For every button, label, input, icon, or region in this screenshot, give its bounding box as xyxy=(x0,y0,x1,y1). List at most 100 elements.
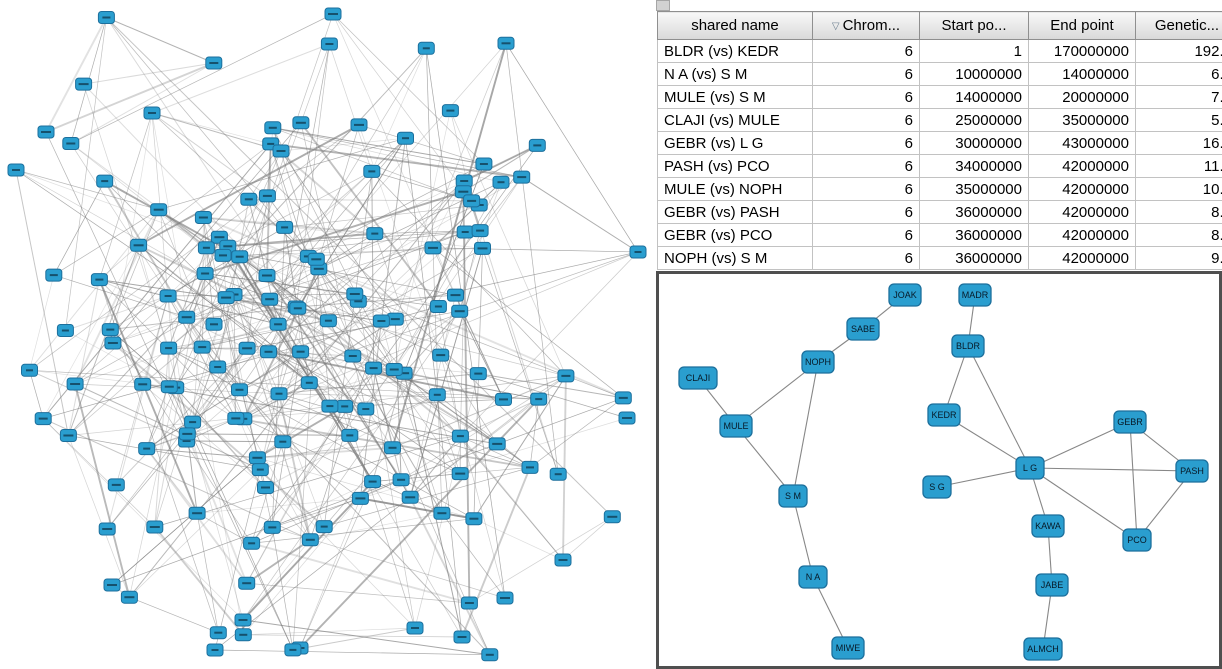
network-edge[interactable] xyxy=(1129,421,1138,541)
network-node[interactable] xyxy=(214,248,232,262)
network-node[interactable] xyxy=(397,131,414,145)
network-edge[interactable] xyxy=(201,217,204,348)
network-node[interactable] xyxy=(178,310,196,324)
network-edge[interactable] xyxy=(15,169,159,211)
network-edge[interactable] xyxy=(68,435,130,598)
network-edge[interactable] xyxy=(242,539,311,621)
network-edge[interactable] xyxy=(53,180,106,276)
network-edge[interactable] xyxy=(374,233,461,474)
network-node[interactable] xyxy=(471,224,489,238)
network-node[interactable] xyxy=(120,590,138,604)
network-edge[interactable] xyxy=(1029,421,1131,469)
network-edge[interactable] xyxy=(405,138,438,395)
network-node[interactable] xyxy=(160,380,178,394)
network-node[interactable] xyxy=(62,137,80,150)
network-node[interactable] xyxy=(258,269,276,282)
network-edge[interactable] xyxy=(425,48,434,248)
network-edge[interactable] xyxy=(300,351,539,400)
network-edge[interactable] xyxy=(272,127,502,183)
network-edge[interactable] xyxy=(282,441,361,499)
network-edge[interactable] xyxy=(251,145,538,544)
network-edge[interactable] xyxy=(129,387,177,598)
network-edge[interactable] xyxy=(235,251,639,419)
network-edge[interactable] xyxy=(68,47,427,436)
network-node[interactable] xyxy=(521,460,539,474)
network-edge[interactable] xyxy=(292,627,416,651)
network-edge[interactable] xyxy=(296,294,456,308)
network-edge[interactable] xyxy=(373,368,393,448)
network-edge[interactable] xyxy=(175,387,266,488)
network-node[interactable]: ALMCH xyxy=(1023,637,1063,661)
table-cell[interactable]: 6 xyxy=(812,246,920,270)
network-node[interactable] xyxy=(495,392,512,406)
network-edge[interactable] xyxy=(53,274,187,318)
column-header-shared-name[interactable]: shared name xyxy=(657,11,813,40)
table-cell[interactable]: 42000000 xyxy=(1028,246,1136,270)
table-cell[interactable]: 42000000 xyxy=(1028,154,1136,178)
network-edge[interactable] xyxy=(151,43,330,114)
network-node[interactable] xyxy=(34,412,52,426)
network-edge[interactable] xyxy=(403,373,463,638)
network-node[interactable] xyxy=(406,621,424,635)
column-header-chrom[interactable]: ▽ Chrom... xyxy=(812,11,920,40)
network-edge[interactable] xyxy=(1029,467,1193,472)
network-edge[interactable] xyxy=(403,310,461,374)
network-edge[interactable] xyxy=(270,143,376,235)
network-edge[interactable] xyxy=(735,425,794,497)
network-node[interactable] xyxy=(629,245,647,259)
network-edge[interactable] xyxy=(15,169,461,474)
column-header-genetic[interactable]: Genetic... xyxy=(1135,11,1222,40)
table-cell[interactable]: 6 xyxy=(812,39,920,63)
network-edge[interactable] xyxy=(99,279,248,349)
network-edge[interactable] xyxy=(239,351,301,391)
network-edge[interactable] xyxy=(257,435,461,459)
network-node[interactable] xyxy=(56,324,74,337)
network-node[interactable] xyxy=(321,399,339,413)
network-edge[interactable] xyxy=(269,259,317,300)
network-edge[interactable] xyxy=(106,17,564,561)
network-node[interactable] xyxy=(274,435,292,449)
network-edge[interactable] xyxy=(463,144,538,193)
table-cell[interactable]: 170000000 xyxy=(1028,39,1136,63)
network-edge[interactable] xyxy=(99,112,153,280)
network-node[interactable]: PASH xyxy=(1175,459,1209,483)
network-edge[interactable] xyxy=(203,216,624,399)
network-edge[interactable] xyxy=(110,273,206,330)
network-edge[interactable] xyxy=(138,124,360,247)
network-edge[interactable] xyxy=(269,298,498,445)
network-edge[interactable] xyxy=(373,367,498,445)
network-edge[interactable] xyxy=(106,17,613,518)
network-node[interactable] xyxy=(300,376,318,390)
table-cell[interactable]: GEBR (vs) PCO xyxy=(657,223,813,247)
network-node[interactable] xyxy=(392,473,410,487)
network-edge[interactable] xyxy=(15,169,69,436)
table-cell[interactable]: NOPH (vs) S M xyxy=(657,246,813,270)
network-node[interactable] xyxy=(465,512,483,526)
network-edge[interactable] xyxy=(112,112,153,344)
network-node[interactable] xyxy=(401,490,419,504)
network-edge[interactable] xyxy=(186,273,206,318)
network-node[interactable] xyxy=(441,104,459,118)
network-edge[interactable] xyxy=(239,231,466,258)
network-edge[interactable] xyxy=(239,251,639,391)
network-edge[interactable] xyxy=(354,180,465,295)
network-edge[interactable] xyxy=(936,467,1031,488)
network-edge[interactable] xyxy=(205,273,355,295)
network-node[interactable] xyxy=(258,189,276,203)
large-network-view[interactable] xyxy=(0,0,656,669)
network-node[interactable] xyxy=(234,628,252,642)
network-node[interactable] xyxy=(97,11,115,24)
network-edge[interactable] xyxy=(357,301,416,629)
network-edge[interactable] xyxy=(256,405,346,459)
network-edge[interactable] xyxy=(310,512,442,541)
network-edge[interactable] xyxy=(243,634,463,638)
network-node[interactable] xyxy=(366,227,384,241)
network-edge[interactable] xyxy=(214,649,490,656)
network-edge[interactable] xyxy=(300,122,354,357)
network-edge[interactable] xyxy=(68,435,261,470)
network-node[interactable] xyxy=(364,475,382,489)
network-edge[interactable] xyxy=(138,143,271,246)
network-edge[interactable] xyxy=(246,406,346,584)
network-node[interactable] xyxy=(240,192,258,206)
